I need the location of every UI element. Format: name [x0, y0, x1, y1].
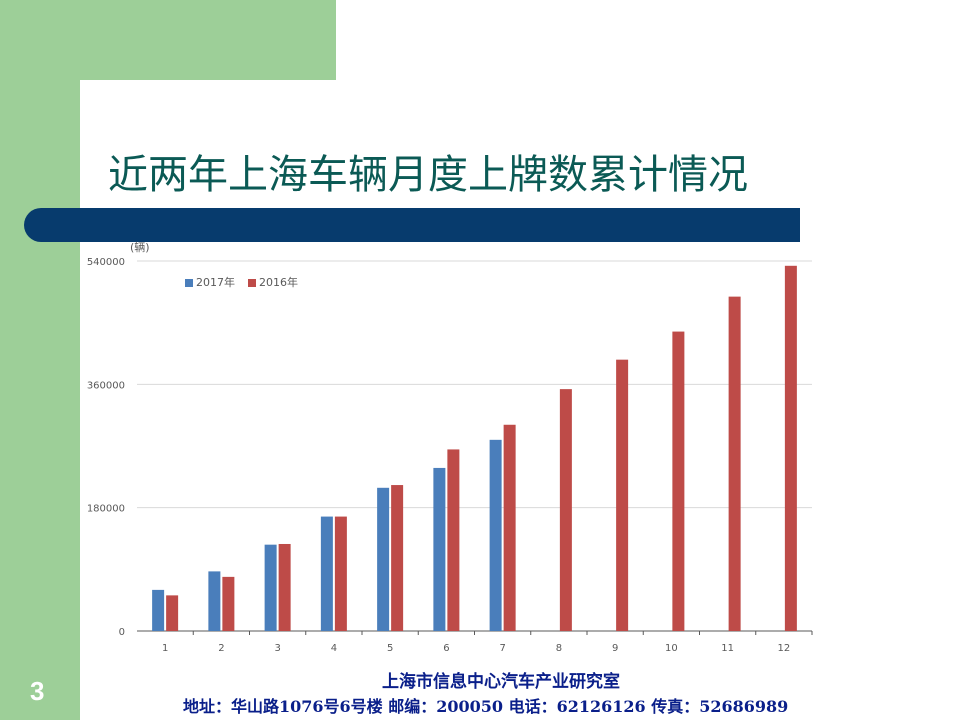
title-underline-bar [24, 208, 800, 242]
y-tick-label: 180000 [87, 504, 125, 515]
x-tick-label: 3 [274, 643, 280, 654]
legend-label: 2016年 [259, 275, 298, 289]
x-tick-label: 1 [162, 643, 168, 654]
slide-left-band [0, 0, 80, 720]
x-tick-label: 6 [443, 643, 449, 654]
bar-2016年-7 [503, 424, 516, 631]
x-tick-label: 5 [387, 643, 393, 654]
bar-2017年-7 [489, 439, 502, 631]
legend-swatch-2016年 [248, 279, 256, 287]
bar-2016年-9 [616, 359, 629, 631]
bar-2016年-1 [166, 595, 179, 631]
bar-2016年-11 [728, 296, 741, 631]
x-tick-label: 7 [499, 643, 505, 654]
x-tick-label: 8 [556, 643, 562, 654]
bar-2016年-8 [559, 389, 572, 631]
bar-2016年-10 [672, 331, 685, 631]
bar-2017年-3 [264, 544, 277, 631]
y-axis-label: (辆) [130, 240, 150, 254]
legend-label: 2017年 [196, 275, 235, 289]
bar-2016年-4 [334, 516, 347, 631]
x-tick-label: 12 [778, 643, 791, 654]
legend-swatch-2017年 [185, 279, 193, 287]
page-number: 3 [30, 676, 45, 706]
x-tick-label: 11 [721, 643, 734, 654]
bar-2017年-2 [208, 571, 221, 631]
x-tick-label: 4 [331, 643, 337, 654]
x-tick-label: 9 [612, 643, 618, 654]
footer-contact: 地址：华山路1076号6号楼 邮编：200050 电话：62126126 传真：… [183, 697, 789, 716]
bar-2017年-4 [320, 516, 333, 631]
bar-2017年-5 [377, 487, 390, 631]
bar-2016年-12 [784, 265, 797, 631]
y-tick-label: 360000 [87, 380, 125, 391]
bar-2016年-2 [222, 576, 235, 631]
slide-top-band [0, 0, 336, 80]
x-tick-label: 2 [218, 643, 224, 654]
bar-2016年-6 [447, 449, 460, 631]
bar-2017年-6 [433, 467, 446, 631]
slide-title: 近两年上海车辆月度上牌数累计情况 [108, 152, 748, 198]
y-tick-label: 540000 [87, 257, 125, 268]
bar-2016年-5 [391, 485, 404, 631]
footer-organization: 上海市信息中心汽车产业研究室 [382, 672, 620, 692]
x-tick-label: 10 [665, 643, 678, 654]
bar-2016年-3 [278, 543, 291, 631]
bar-2017年-1 [152, 589, 165, 631]
y-tick-label: 0 [119, 627, 125, 638]
